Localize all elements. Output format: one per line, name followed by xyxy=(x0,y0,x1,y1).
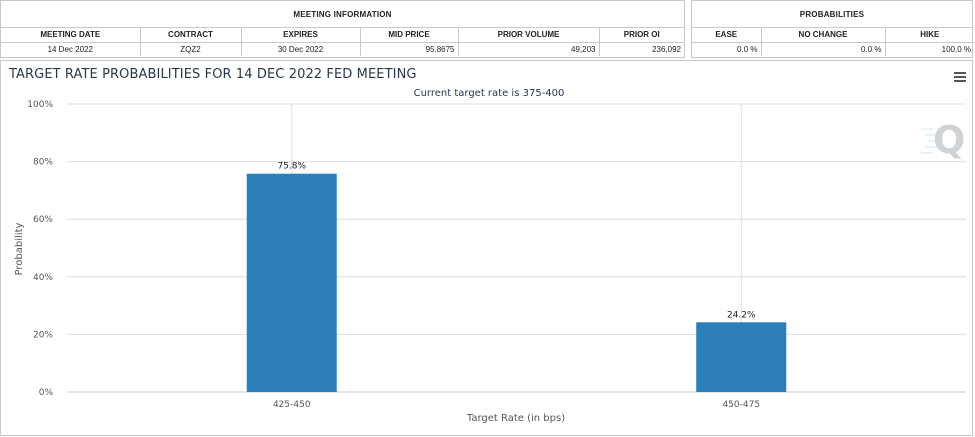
meeting-header-row: MEETING DATE CONTRACT EXPIRES MID PRICE … xyxy=(1,28,684,43)
meeting-date-header: MEETING DATE xyxy=(1,28,140,43)
bar-425-450 xyxy=(246,173,337,392)
y-tick-label: 100% xyxy=(27,100,53,110)
prior-oi-header: PRIOR OI xyxy=(598,28,684,43)
probabilities-table: EASE NO CHANGE HIKE 0.0 % 0.0 % 100.0 % xyxy=(692,28,974,56)
prior-oi-value: 236,092 xyxy=(598,42,684,56)
probabilities-header-row: EASE NO CHANGE HIKE xyxy=(692,28,974,43)
probabilities-panel: PROBABILITIES EASE NO CHANGE HIKE 0.0 % … xyxy=(691,0,974,58)
mid-price-header: MID PRICE xyxy=(359,28,458,43)
chart-subtitle: Current target rate is 375-400 xyxy=(414,88,565,99)
y-tick-label: 0% xyxy=(39,388,54,398)
plot-area: 0% 20% 40% 60% 80% 100% 75.8% 425-450 24.2% 450-4… xyxy=(27,100,966,410)
prior-volume-header: PRIOR VOLUME xyxy=(457,28,599,43)
quikstrike-logo-icon: Q xyxy=(921,118,965,162)
ease-value: 0.0 % xyxy=(737,44,758,54)
contract-header: CONTRACT xyxy=(139,28,241,43)
bar-450-475 xyxy=(696,322,787,392)
meeting-information-table: MEETING DATE CONTRACT EXPIRES MID PRICE … xyxy=(1,28,684,56)
hike-header: HIKE xyxy=(884,28,974,43)
no-change-header: NO CHANGE xyxy=(760,28,885,43)
ease-header: EASE xyxy=(692,28,761,43)
y-tick-label: 60% xyxy=(33,215,53,225)
expires-header: EXPIRES xyxy=(240,28,360,43)
prior-volume-value: 49,203 xyxy=(457,42,599,56)
data-label: 75.8% xyxy=(277,162,306,172)
meeting-information-title: MEETING INFORMATION xyxy=(1,1,684,28)
meeting-information-panel: MEETING INFORMATION MEETING DATE CONTRAC… xyxy=(0,0,685,58)
y-tick-label: 40% xyxy=(33,273,53,283)
x-tick-label: 425-450 xyxy=(273,400,311,410)
probability-bar-chart: TARGET RATE PROBABILITIES FOR 14 DEC 202… xyxy=(8,67,966,424)
hike-value: 100.0 % xyxy=(884,42,974,56)
x-tick-label: 450-475 xyxy=(722,400,760,410)
mid-price-value: 95.8675 xyxy=(359,42,458,56)
hamburger-menu-icon[interactable] xyxy=(954,72,966,82)
contract-value: ZQZ2 xyxy=(139,42,241,56)
probabilities-data-row: 0.0 % 0.0 % 100.0 % xyxy=(692,42,974,56)
chart-title: TARGET RATE PROBABILITIES FOR 14 DEC 202… xyxy=(8,67,417,82)
chart-container: TARGET RATE PROBABILITIES FOR 14 DEC 202… xyxy=(0,60,973,436)
data-label: 24.2% xyxy=(727,310,756,320)
probabilities-title: PROBABILITIES xyxy=(692,1,972,28)
y-tick-label: 80% xyxy=(33,158,53,168)
meeting-date-value: 14 Dec 2022 xyxy=(47,44,93,54)
no-change-value: 0.0 % xyxy=(760,42,885,56)
y-axis-title: Probability xyxy=(14,222,25,275)
y-tick-label: 20% xyxy=(33,330,53,340)
logo-letter: Q xyxy=(933,118,965,162)
meeting-data-row: 14 Dec 2022 ZQZ2 30 Dec 2022 95.8675 49,… xyxy=(1,42,684,56)
expires-value: 30 Dec 2022 xyxy=(240,42,360,56)
x-axis-title: Target Rate (in bps) xyxy=(466,413,565,424)
